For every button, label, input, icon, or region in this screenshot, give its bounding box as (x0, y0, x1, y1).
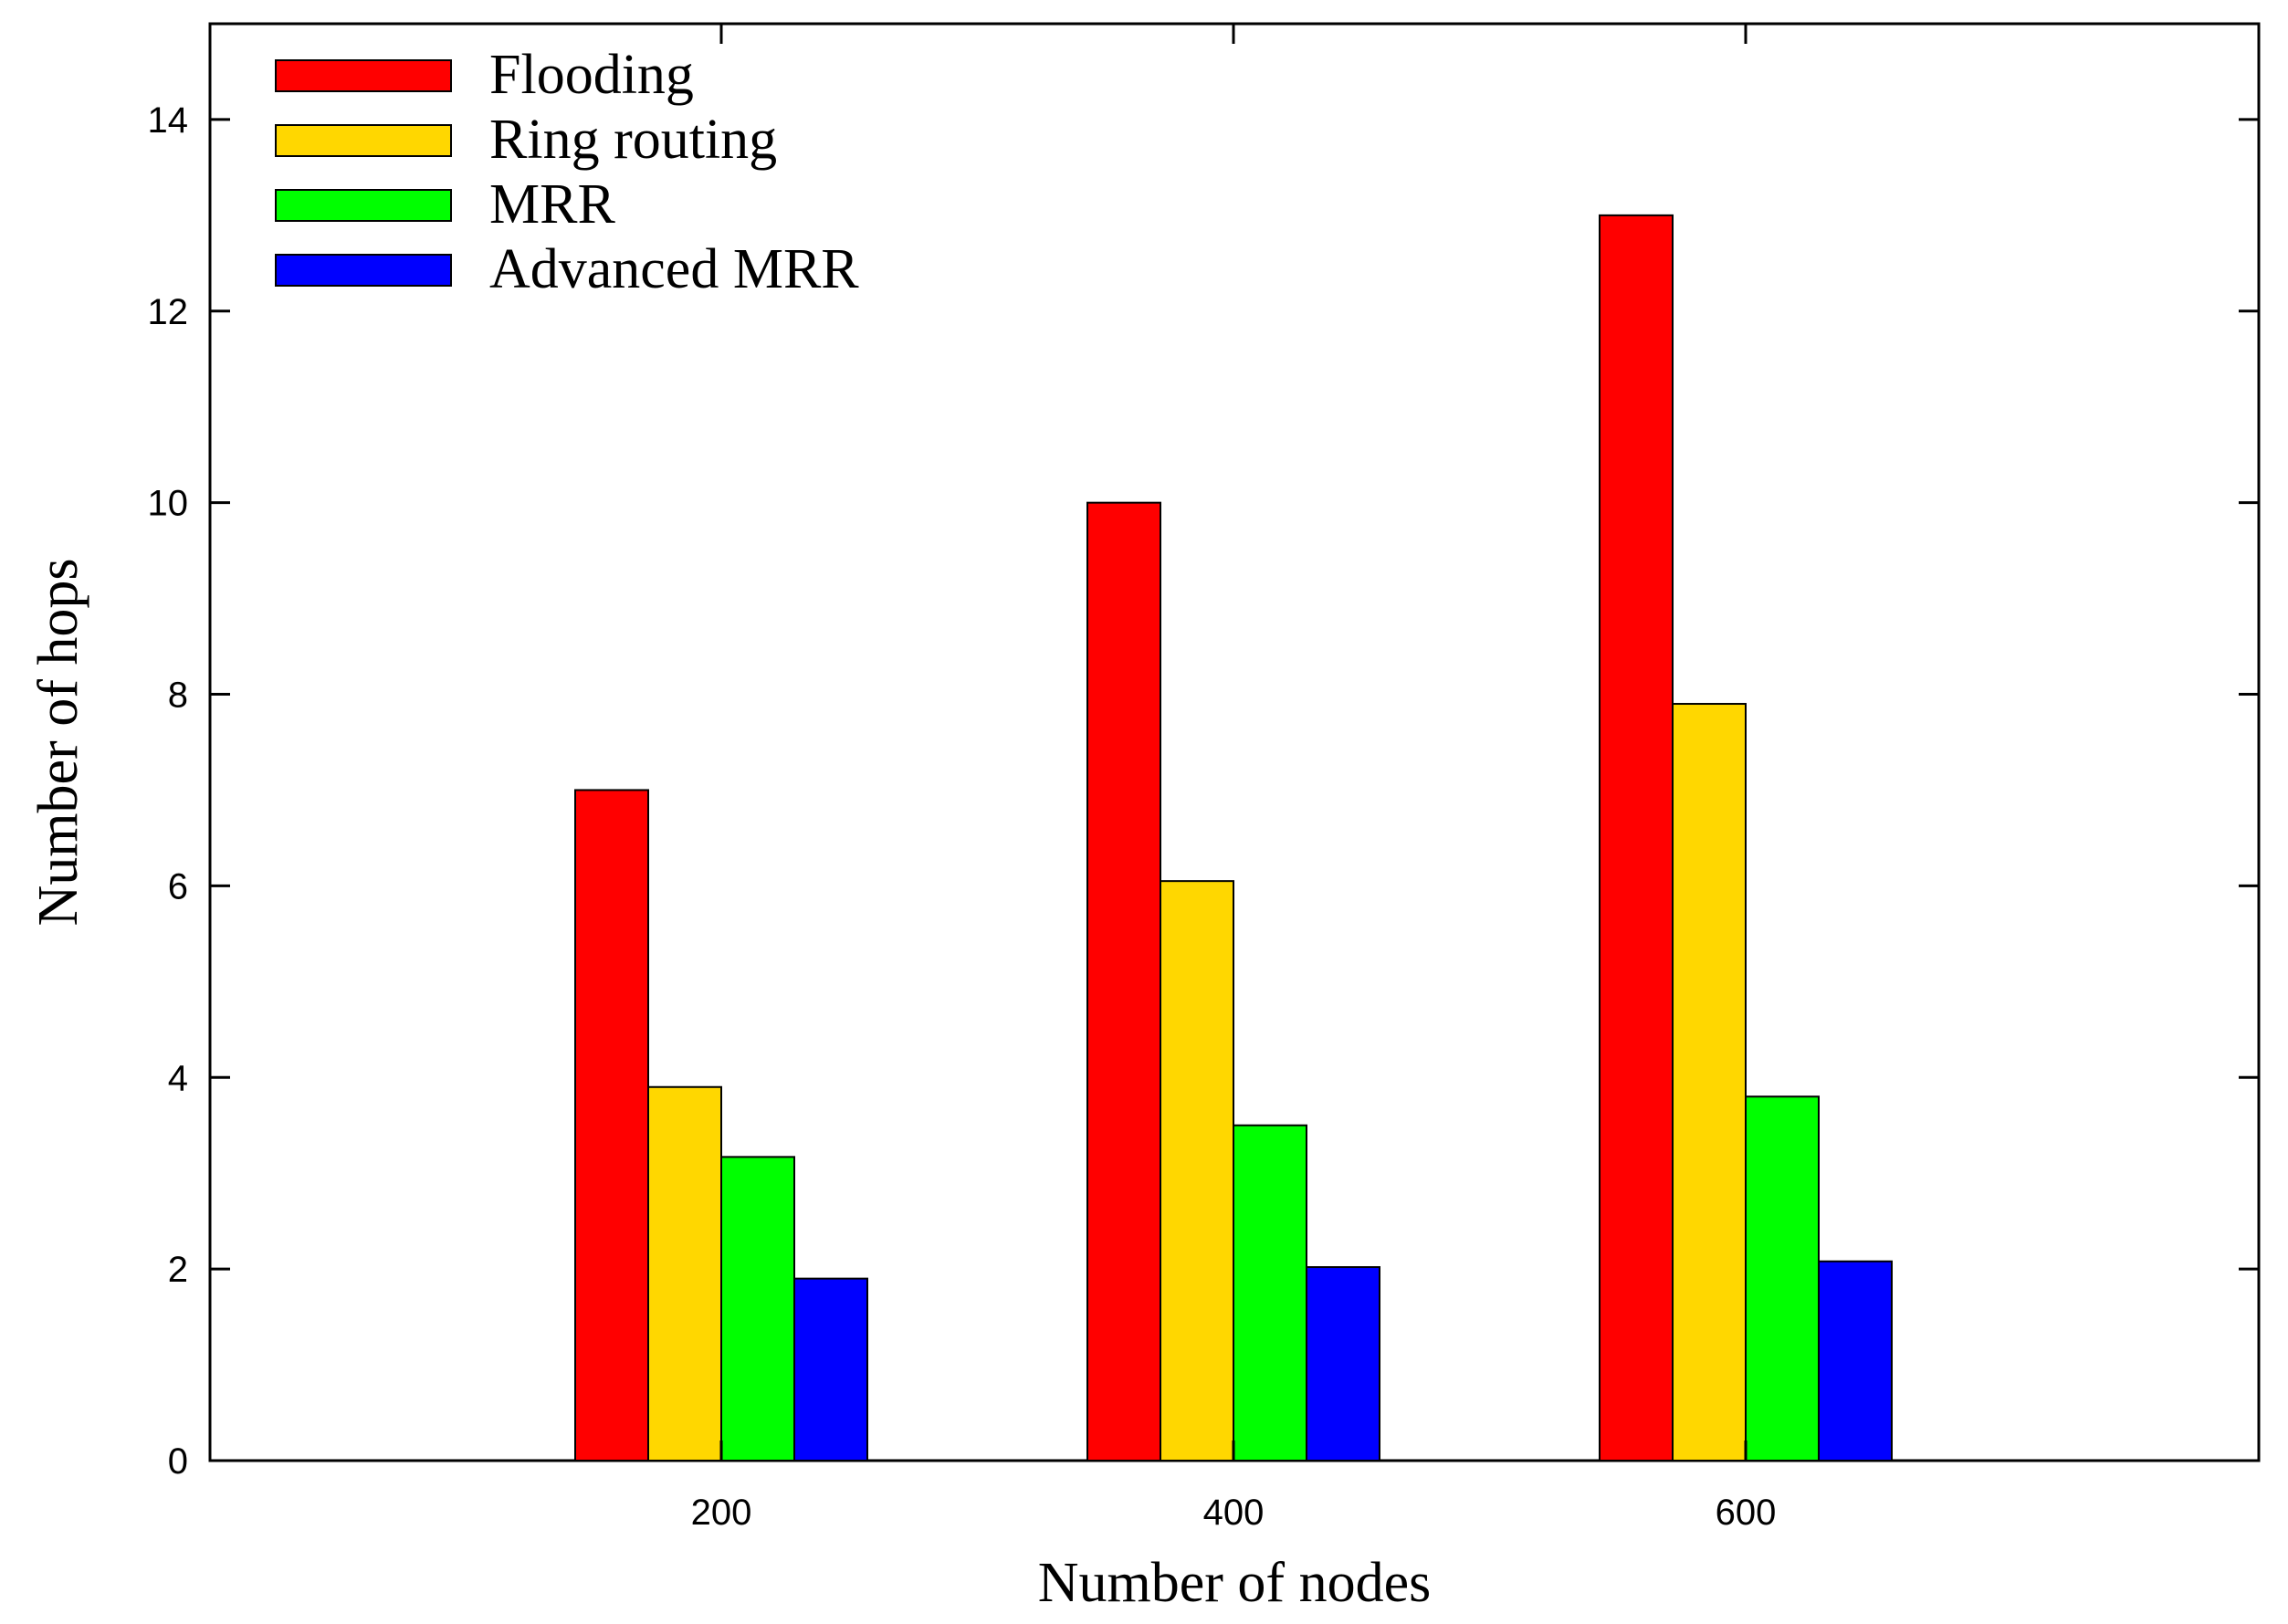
x-tick-label: 400 (1203, 1493, 1265, 1533)
legend-label: Flooding (489, 44, 694, 106)
y-tick-label: 6 (168, 866, 188, 906)
bar-flooding-600 (1599, 214, 1674, 1462)
legend-label: MRR (489, 173, 615, 236)
legend-label: Ring routing (489, 109, 777, 171)
y-axis-title: Number of hops (27, 559, 89, 927)
bar-ring-routing-600 (1672, 703, 1747, 1462)
bar-advanced-mrr-400 (1306, 1266, 1380, 1462)
bar-mrr-400 (1233, 1124, 1307, 1462)
bars-group (574, 214, 1893, 1462)
legend-swatch (275, 59, 452, 92)
y-axis-ticks: 0 2 4 6 8 10 12 14 (148, 100, 2259, 1482)
y-tick-label: 0 (168, 1441, 188, 1482)
y-tick-label: 10 (148, 484, 189, 524)
y-tick-label: 2 (168, 1250, 188, 1290)
y-tick-label: 4 (168, 1058, 188, 1098)
bar-flooding-200 (574, 789, 649, 1462)
x-axis-title: Number of nodes (1038, 1552, 1431, 1614)
legend-swatch (275, 254, 452, 287)
x-tick-label: 600 (1716, 1493, 1777, 1533)
y-tick-label: 8 (168, 676, 188, 716)
bar-advanced-mrr-600 (1818, 1260, 1893, 1462)
x-axis-ticks: 200 400 600 (691, 24, 1777, 1533)
bar-mrr-200 (720, 1156, 795, 1462)
bar-ring-routing-400 (1160, 880, 1234, 1462)
y-tick-label: 12 (148, 292, 189, 332)
legend-label: Advanced MRR (489, 238, 859, 300)
legend-swatch (275, 189, 452, 222)
y-tick-label: 14 (148, 100, 189, 141)
bar-flooding-400 (1086, 501, 1161, 1462)
bar-ring-routing-200 (647, 1085, 722, 1462)
x-tick-label: 200 (691, 1493, 752, 1533)
bar-mrr-600 (1745, 1095, 1820, 1462)
legend-swatch (275, 124, 452, 157)
bar-advanced-mrr-200 (793, 1277, 868, 1462)
